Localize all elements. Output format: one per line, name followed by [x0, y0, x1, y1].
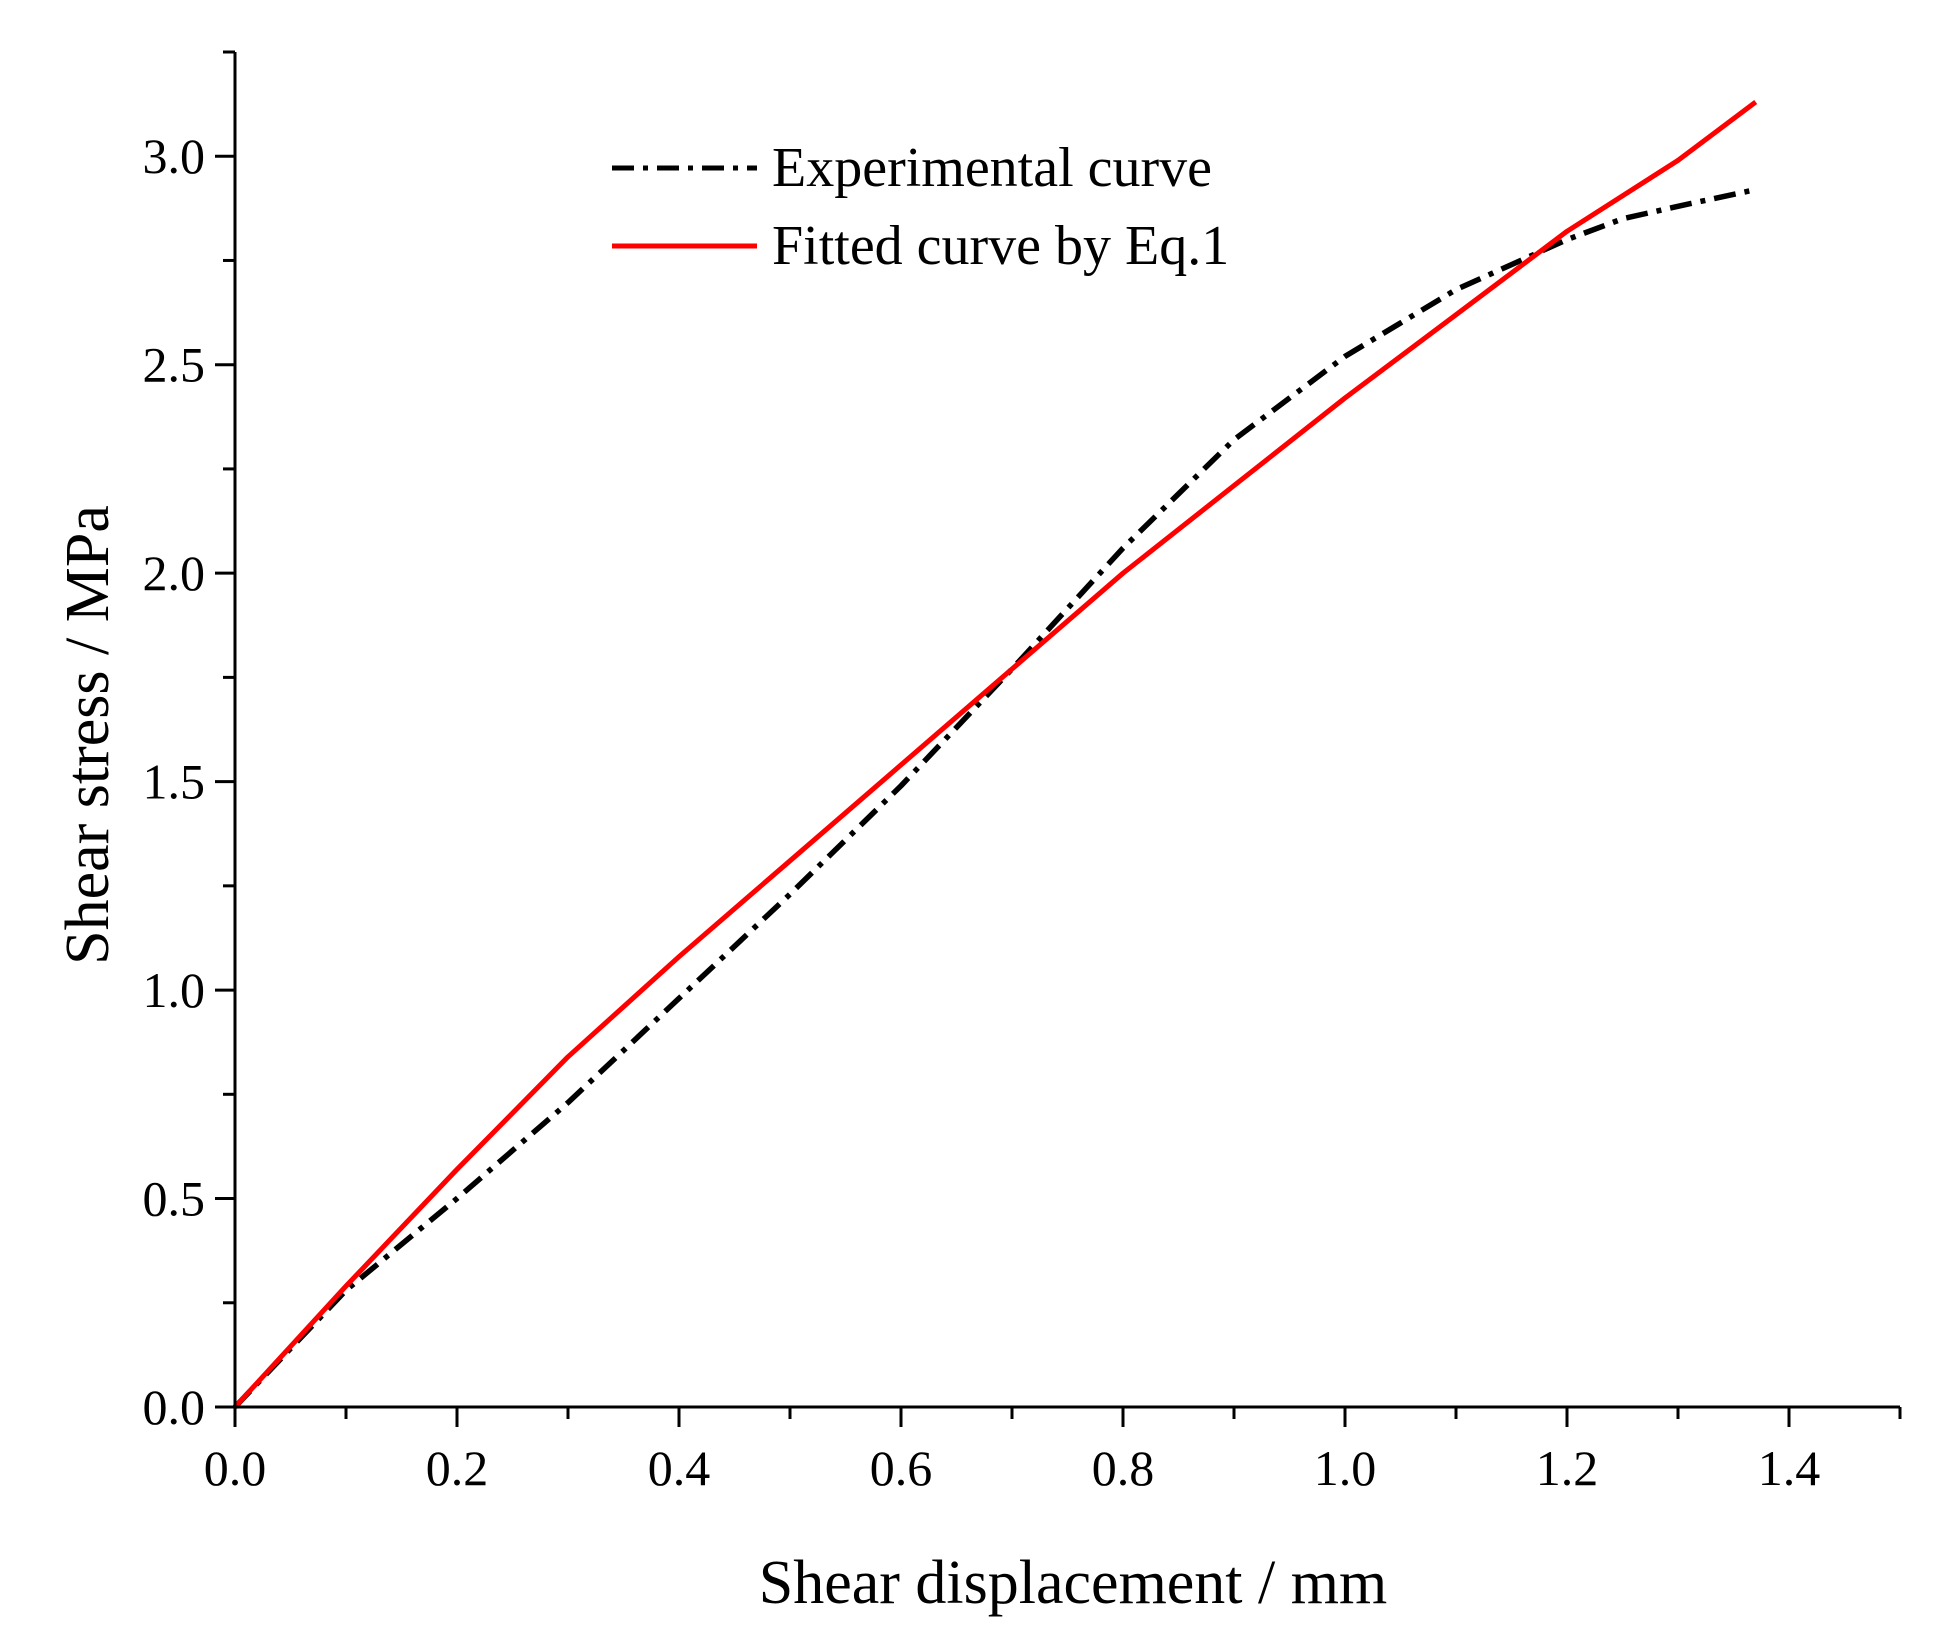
y-tick-label: 2.5 [143, 337, 206, 393]
legend: Experimental curve Fitted curve by Eq.1 [612, 137, 1229, 277]
y-tick-label: 0.0 [143, 1379, 206, 1435]
x-tick-label: 0.8 [1092, 1440, 1155, 1496]
experimental-curve-line [233, 186, 1757, 1409]
x-tick-label: 1.0 [1314, 1440, 1377, 1496]
y-tick-label: 2.0 [143, 545, 206, 601]
y-tick-label: 1.5 [143, 754, 206, 810]
x-tick-label: 0.2 [426, 1440, 489, 1496]
x-tick-label: 1.4 [1758, 1440, 1821, 1496]
y-tick-label: 1.0 [143, 962, 206, 1018]
ticks-layer: 0.0 0.2 0.4 0.6 0.8 1.0 1.2 1.4 0.0 0.5 1.0 1.5 2.0 2… [143, 50, 1902, 1496]
y-tick-label: 3.0 [143, 128, 206, 184]
x-tick-label: 0.4 [648, 1440, 711, 1496]
x-tick-label: 0.6 [870, 1440, 933, 1496]
x-tick-label: 0.0 [204, 1440, 267, 1496]
y-axis-label: Shear stress / MPa [54, 505, 122, 965]
x-axis-label: Shear displacement / mm [759, 1549, 1387, 1617]
y-tick-label: 0.5 [143, 1171, 206, 1227]
legend-label-experimental: Experimental curve [772, 137, 1212, 199]
series-layer [233, 100, 1758, 1409]
legend-label-fitted: Fitted curve by Eq.1 [772, 215, 1229, 277]
fitted-curve-line [233, 100, 1758, 1409]
x-tick-label: 1.2 [1536, 1440, 1599, 1496]
axes-layer [233, 52, 1900, 1409]
